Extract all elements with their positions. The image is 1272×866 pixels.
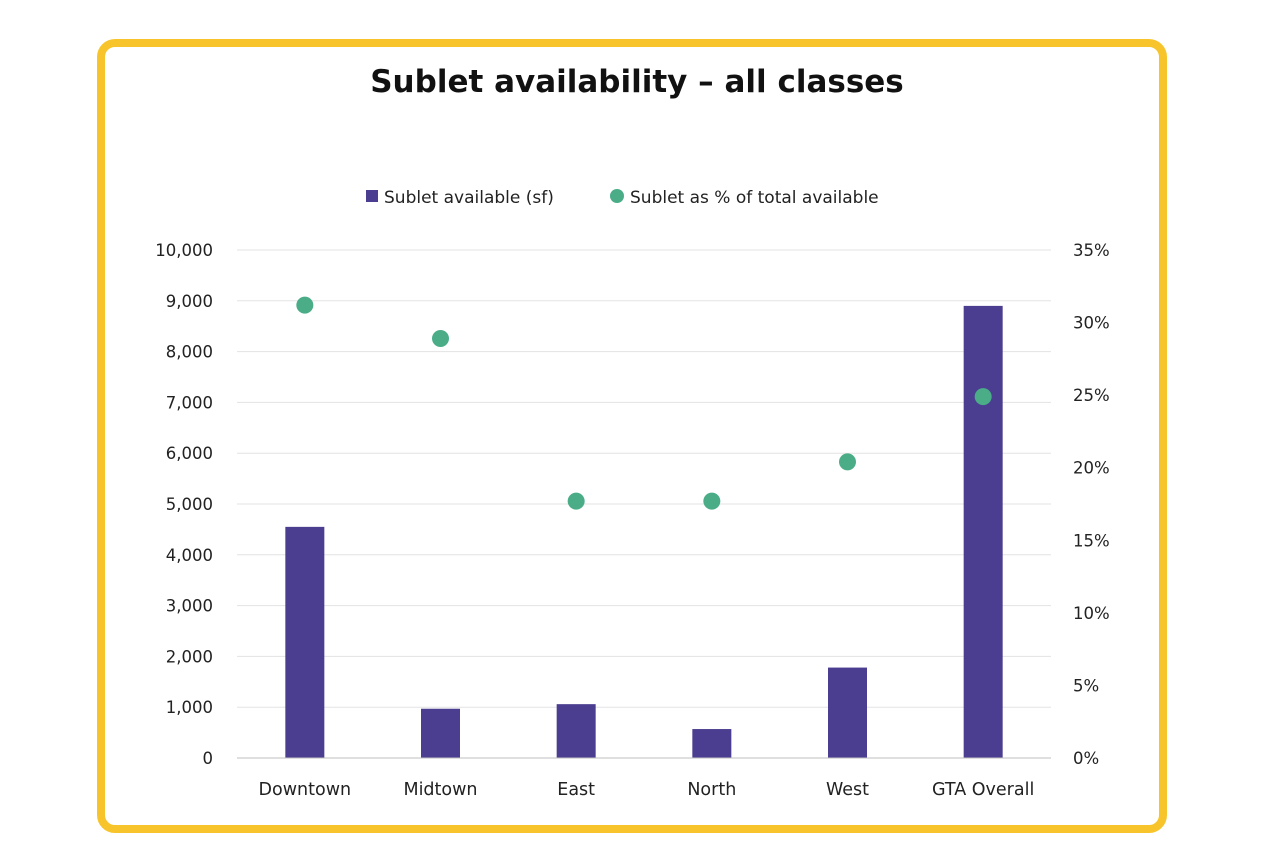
left-tick-label: 5,000 xyxy=(166,495,213,514)
bar-series xyxy=(285,305,1003,758)
left-tick-label: 10,000 xyxy=(155,241,213,260)
data-point xyxy=(567,492,585,510)
left-axis-ticks: 0 1,000 2,000 3,000 4,000 5,000 6,000 7,000 8,00… xyxy=(155,241,213,768)
dot-series xyxy=(296,296,992,510)
right-tick-label: 35% xyxy=(1073,241,1110,260)
right-tick-label: 25% xyxy=(1073,386,1110,405)
category-label: Midtown xyxy=(403,780,477,800)
bar xyxy=(421,708,460,758)
data-point xyxy=(432,330,449,348)
legend-swatch-sublet-percent xyxy=(610,189,624,203)
legend: Sublet available (sf) Sublet as % of tot… xyxy=(366,188,879,208)
legend-label-sublet-available: Sublet available (sf) xyxy=(384,188,554,208)
category-labels: Downtown Midtown East North West GTA Overall xyxy=(259,780,1035,800)
right-tick-label: 5% xyxy=(1073,676,1099,695)
category-label: GTA Overall xyxy=(932,780,1034,800)
legend-label-sublet-percent: Sublet as % of total available xyxy=(630,188,879,208)
data-point xyxy=(296,296,314,314)
chart-title: Sublet availability – all classes xyxy=(370,64,904,100)
bar xyxy=(285,526,325,758)
right-tick-label: 15% xyxy=(1073,531,1110,550)
left-tick-label: 2,000 xyxy=(166,647,213,666)
left-tick-label: 4,000 xyxy=(166,546,213,565)
left-tick-label: 3,000 xyxy=(166,597,213,616)
right-tick-label: 0% xyxy=(1073,749,1099,768)
right-tick-label: 10% xyxy=(1073,604,1110,623)
left-tick-label: 9,000 xyxy=(166,292,213,311)
right-tick-label: 20% xyxy=(1073,459,1110,478)
category-label: Downtown xyxy=(259,780,352,800)
left-tick-label: 1,000 xyxy=(166,698,213,717)
left-tick-label: 7,000 xyxy=(166,393,213,412)
data-point xyxy=(974,388,992,406)
left-tick-label: 6,000 xyxy=(166,444,213,463)
right-tick-label: 30% xyxy=(1073,314,1110,333)
left-tick-label: 0 xyxy=(203,749,214,768)
legend-swatch-sublet-available xyxy=(366,190,378,202)
bar xyxy=(556,704,596,758)
bar xyxy=(692,729,732,758)
category-label: West xyxy=(826,780,869,800)
category-label: East xyxy=(557,780,595,800)
bar xyxy=(828,667,867,758)
bar xyxy=(963,305,1003,758)
right-axis-ticks: 0% 5% 10% 15% 20% 25% 30% 35% xyxy=(1073,241,1110,768)
left-tick-label: 8,000 xyxy=(166,343,213,362)
gridlines xyxy=(237,249,1051,708)
data-point xyxy=(839,453,856,471)
data-point xyxy=(703,492,721,510)
category-label: North xyxy=(687,780,736,800)
